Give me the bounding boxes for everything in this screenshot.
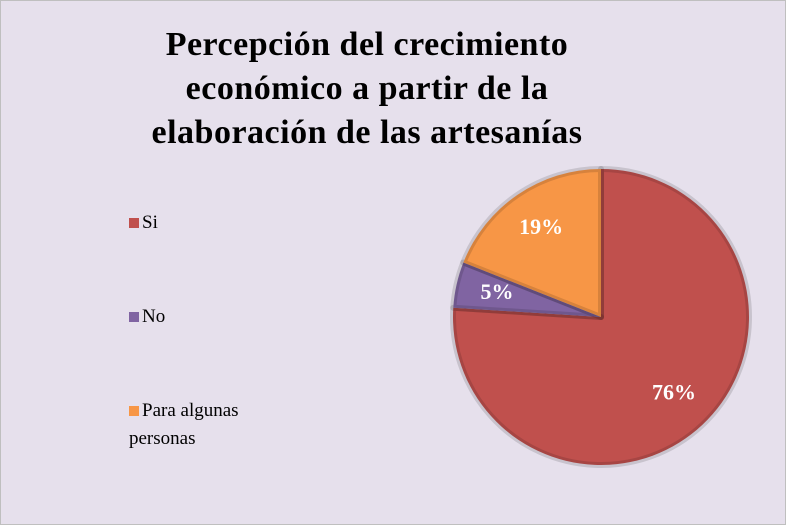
legend-entry: Si bbox=[129, 209, 279, 237]
legend-label: Si bbox=[142, 212, 158, 233]
legend-label: Para algunas personas bbox=[129, 400, 239, 449]
pie-slice bbox=[460, 166, 604, 320]
chart-title: Percepción del crecimiento económico a p… bbox=[151, 26, 583, 151]
legend-entry: No bbox=[129, 303, 279, 331]
legend-entry: Para algunas personas bbox=[129, 397, 279, 453]
pie-slice bbox=[450, 166, 752, 468]
data-label: 76% bbox=[652, 380, 696, 405]
data-label: 19% bbox=[519, 214, 563, 239]
data-label: 5% bbox=[481, 279, 514, 304]
legend-swatch bbox=[129, 312, 139, 322]
legend-label: No bbox=[142, 306, 166, 327]
legend-swatch bbox=[129, 406, 139, 416]
legend-swatch bbox=[129, 218, 139, 228]
pie-slice bbox=[450, 259, 604, 320]
